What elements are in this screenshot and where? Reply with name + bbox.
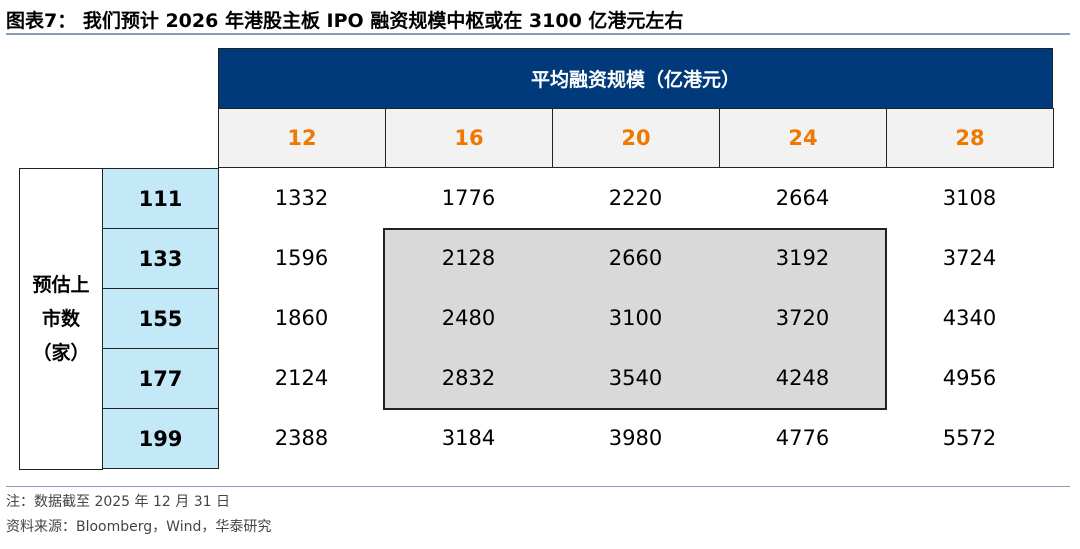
table-cell: 2660	[608, 246, 663, 270]
table-cell: 3980	[608, 426, 663, 450]
table-cell: 3540	[608, 366, 663, 390]
table-cell: 2128	[441, 246, 496, 270]
table-cell: 2832	[441, 366, 496, 390]
row-header: 177	[102, 348, 219, 409]
table-cell: 3724	[942, 246, 997, 270]
column-header: 20	[552, 108, 720, 168]
row-group-label: 预估上市数（家）	[32, 274, 90, 364]
table-cell: 1860	[274, 306, 329, 330]
table-cell: 2664	[775, 186, 830, 210]
row-header: 199	[102, 408, 219, 469]
table-cell: 3108	[942, 186, 997, 210]
row-header: 111	[102, 168, 219, 229]
table-cell: 3720	[775, 306, 830, 330]
table-cell: 3184	[441, 426, 496, 450]
table-cell: 4956	[942, 366, 997, 390]
table-cell: 1596	[274, 246, 329, 270]
table-cell: 2388	[274, 426, 329, 450]
source-note: 资料来源：Bloomberg，Wind，华泰研究	[6, 519, 272, 535]
table-cell: 5572	[942, 426, 997, 450]
table-cell: 1776	[441, 186, 496, 210]
figure-title: 图表7： 我们预计 2026 年港股主板 IPO 融资规模中枢或在 3100 亿…	[6, 10, 684, 32]
table-cell: 2124	[274, 366, 329, 390]
column-header: 28	[886, 108, 1054, 168]
row-header: 133	[102, 228, 219, 289]
row-header: 155	[102, 288, 219, 349]
table-cell: 3100	[608, 306, 663, 330]
table-cell: 1332	[274, 186, 329, 210]
footer-divider	[6, 486, 1070, 487]
table-cell: 4340	[942, 306, 997, 330]
footnote: 注：数据截至 2025 年 12 月 31 日	[6, 494, 230, 510]
column-header: 24	[719, 108, 887, 168]
table-cell: 4776	[775, 426, 830, 450]
column-header: 12	[218, 108, 386, 168]
row-group-header: 预估上市数（家）	[19, 168, 103, 470]
table-cell: 4248	[775, 366, 830, 390]
title-divider	[6, 33, 1070, 35]
column-group-header: 平均融资规模（亿港元）	[218, 48, 1053, 109]
table-cell: 2480	[441, 306, 496, 330]
column-header: 16	[385, 108, 553, 168]
highlight-box	[383, 228, 887, 410]
table-cell: 3192	[775, 246, 830, 270]
table-cell: 2220	[608, 186, 663, 210]
